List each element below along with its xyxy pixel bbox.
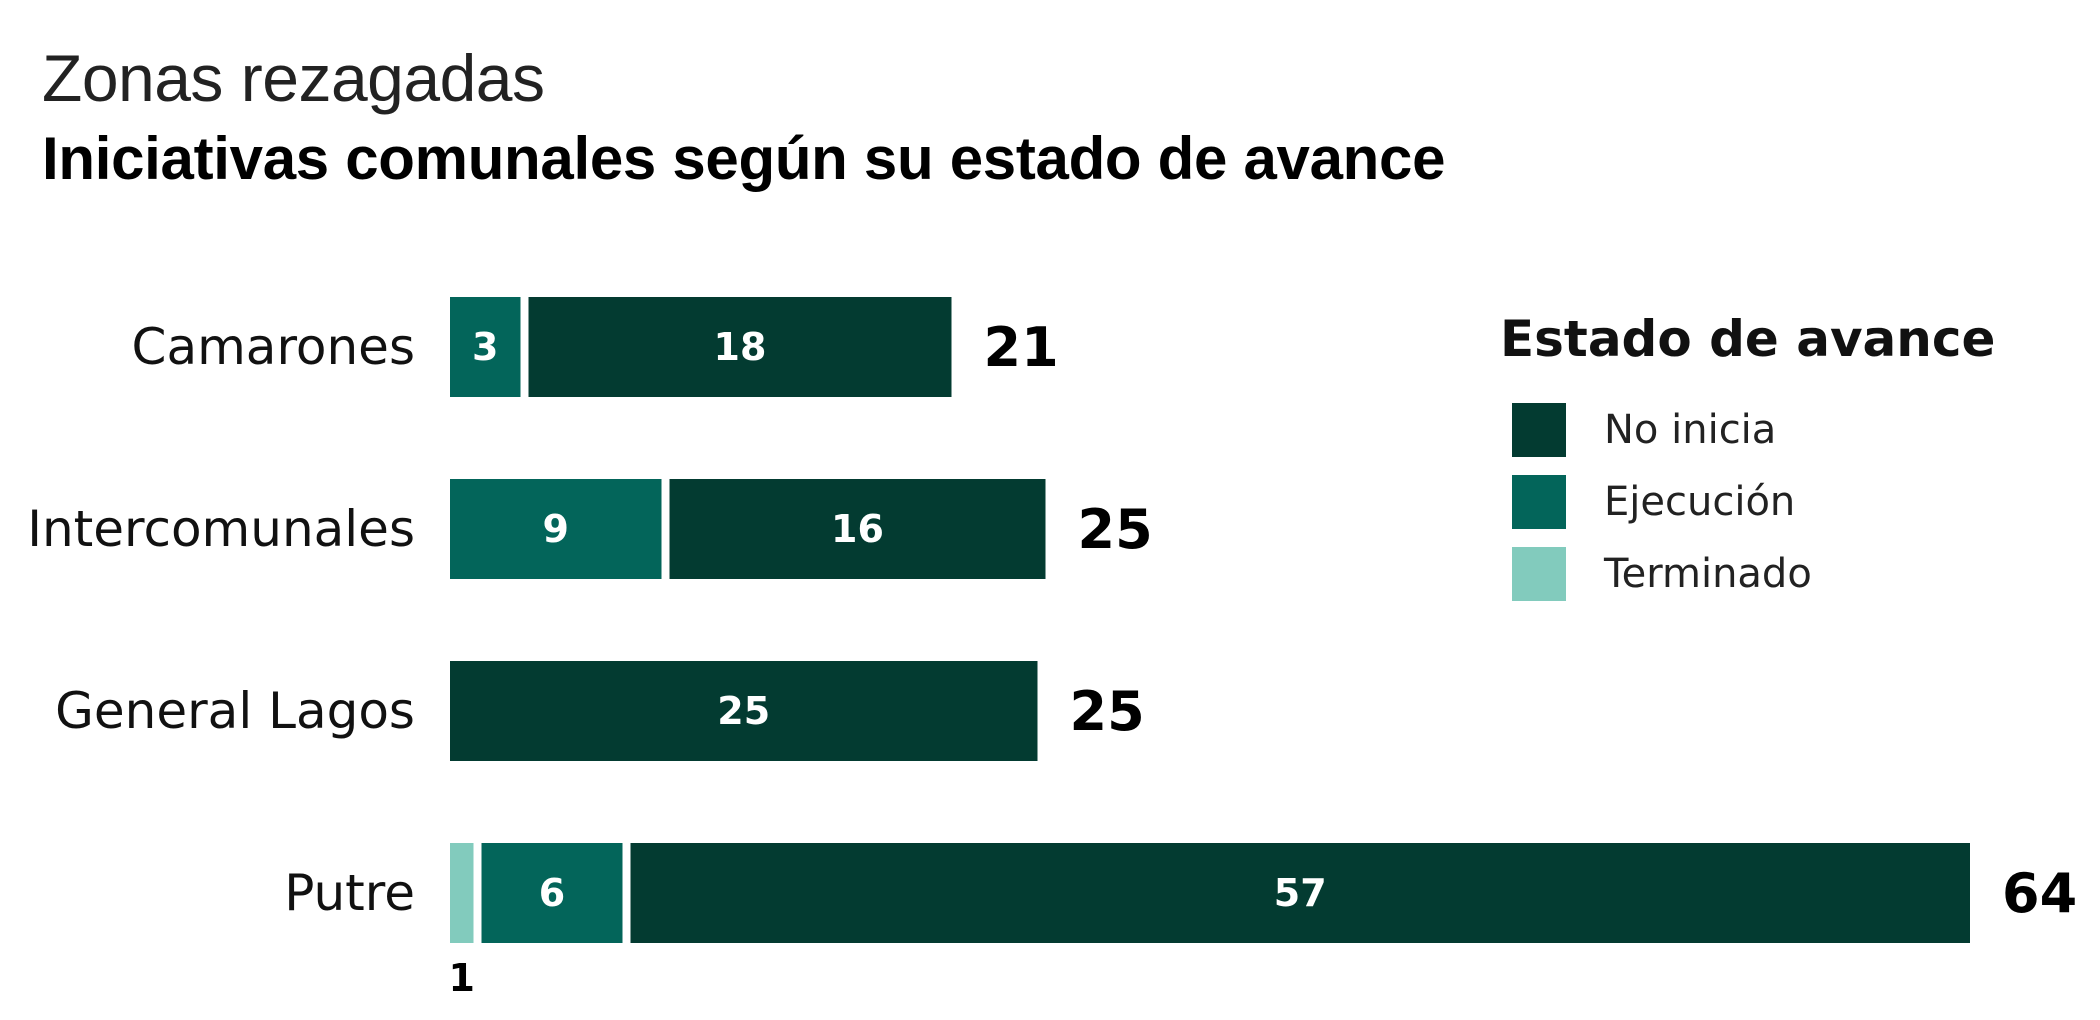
- legend-swatch-terminado: [1512, 547, 1566, 601]
- bar-segment-putre-terminado: [450, 843, 474, 943]
- data-label-camarones-ejecucion: 3: [472, 325, 498, 369]
- legend-item-terminado: Terminado: [1500, 538, 1995, 610]
- legend-label-ejecucion: Ejecución: [1604, 479, 1796, 525]
- data-label-camarones-no-inicia: 18: [714, 325, 767, 369]
- legend-title: Estado de avance: [1500, 310, 1996, 368]
- legend-label-no-inicia: No inicia: [1604, 407, 1777, 453]
- legend-item-no-inicia: No inicia: [1500, 394, 1995, 466]
- chart-title: Iniciativas comunales según su estado de…: [42, 125, 1446, 192]
- legend-swatch-no-inicia: [1512, 403, 1566, 457]
- category-label-putre: Putre: [284, 864, 415, 922]
- legend-swatch-ejecucion: [1512, 475, 1566, 529]
- bar-segment-camarones-ejecucion: [450, 297, 521, 397]
- legend-label-terminado: Terminado: [1604, 551, 1812, 597]
- bar-segment-general-lagos-no-inicia: [450, 661, 1038, 761]
- legend: Estado de avance No inicia Ejecución Ter…: [1500, 310, 1995, 610]
- data-label-putre-no-inicia: 57: [1274, 871, 1327, 915]
- data-label-putre-ejecucion: 6: [539, 871, 565, 915]
- legend-item-ejecucion: Ejecución: [1500, 466, 1995, 538]
- category-label-intercomunales: Intercomunales: [27, 500, 415, 558]
- bar-segment-putre-no-inicia: [630, 843, 1970, 943]
- data-label-putre-terminado: 1: [449, 956, 475, 1000]
- bar-segment-putre-ejecucion: [481, 843, 623, 943]
- data-label-general-lagos-no-inicia: 25: [717, 689, 770, 733]
- total-label-intercomunales: 25: [1078, 498, 1153, 561]
- bar-segment-intercomunales-ejecucion: [450, 479, 662, 579]
- data-label-intercomunales-no-inicia: 16: [831, 507, 884, 551]
- category-label-camarones: Camarones: [132, 318, 415, 376]
- category-label-general-lagos: General Lagos: [55, 682, 415, 740]
- bar-segment-camarones-no-inicia: [528, 297, 952, 397]
- total-label-camarones: 21: [984, 316, 1059, 379]
- chart-subtitle: Zonas rezagadas: [42, 41, 545, 115]
- total-label-putre: 64: [2002, 862, 2077, 925]
- total-label-general-lagos: 25: [1070, 680, 1145, 743]
- bar-segment-intercomunales-no-inicia: [669, 479, 1046, 579]
- data-label-intercomunales-ejecucion: 9: [543, 507, 569, 551]
